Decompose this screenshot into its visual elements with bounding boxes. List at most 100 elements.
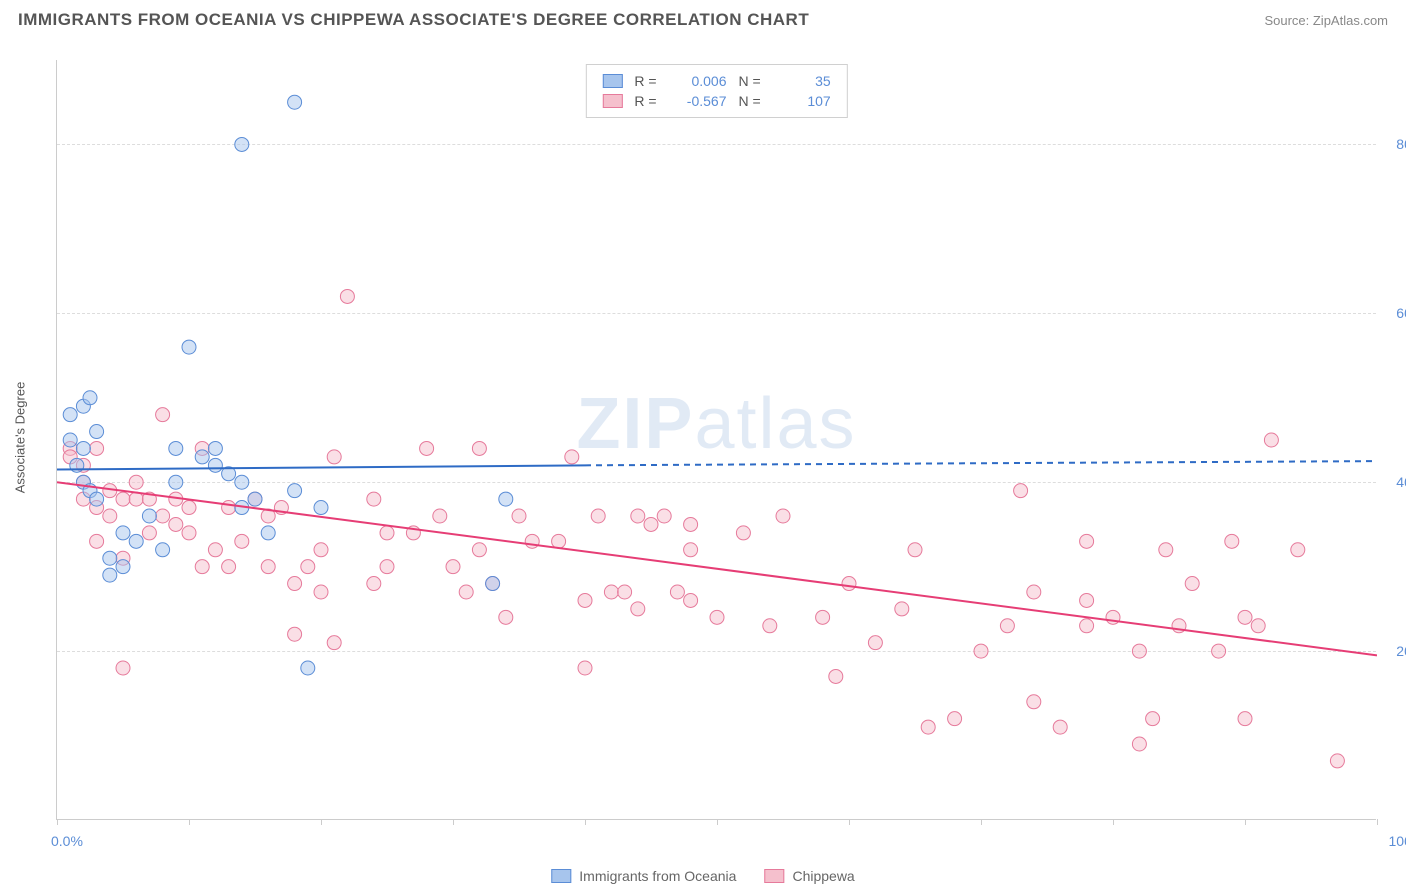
scatter-point	[1132, 737, 1146, 751]
chart-container: ZIPatlas 20.0%40.0%60.0%80.0% 0.0% 100.0…	[56, 60, 1376, 820]
scatter-svg	[57, 60, 1377, 820]
correlation-legend: R = 0.006 N = 35 R = -0.567 N = 107	[585, 64, 847, 118]
scatter-point	[367, 577, 381, 591]
r-label: R =	[634, 73, 656, 89]
scatter-point	[1080, 593, 1094, 607]
scatter-point	[578, 593, 592, 607]
scatter-point	[195, 560, 209, 574]
scatter-point	[156, 408, 170, 422]
scatter-point	[908, 543, 922, 557]
n-label: N =	[739, 93, 761, 109]
scatter-point	[842, 577, 856, 591]
scatter-point	[525, 534, 539, 548]
scatter-point	[63, 408, 77, 422]
plot-area: ZIPatlas 20.0%40.0%60.0%80.0% 0.0% 100.0…	[56, 60, 1376, 820]
scatter-point	[433, 509, 447, 523]
scatter-point	[1053, 720, 1067, 734]
scatter-point	[868, 636, 882, 650]
swatch-oceania	[551, 869, 571, 883]
ytick-label: 40.0%	[1396, 474, 1406, 490]
x-max-label: 100.0%	[1389, 833, 1406, 849]
scatter-point	[288, 577, 302, 591]
scatter-point	[314, 501, 328, 515]
scatter-point	[116, 526, 130, 540]
scatter-point	[301, 661, 315, 675]
scatter-point	[486, 577, 500, 591]
scatter-point	[142, 509, 156, 523]
scatter-point	[763, 619, 777, 633]
scatter-point	[261, 526, 275, 540]
scatter-point	[459, 585, 473, 599]
scatter-point	[90, 441, 104, 455]
scatter-point	[684, 593, 698, 607]
scatter-point	[63, 433, 77, 447]
scatter-point	[208, 441, 222, 455]
scatter-point	[367, 492, 381, 506]
scatter-point	[380, 560, 394, 574]
scatter-point	[1014, 484, 1028, 498]
chart-title: IMMIGRANTS FROM OCEANIA VS CHIPPEWA ASSO…	[18, 10, 809, 30]
n-value-chippewa: 107	[773, 93, 831, 109]
trend-line-oceania-dash	[585, 461, 1377, 465]
scatter-point	[327, 450, 341, 464]
scatter-point	[1251, 619, 1265, 633]
scatter-point	[895, 602, 909, 616]
scatter-point	[222, 560, 236, 574]
scatter-point	[156, 509, 170, 523]
y-axis-label: Associate's Degree	[13, 382, 28, 494]
trend-line-chippewa	[57, 482, 1377, 655]
scatter-point	[684, 543, 698, 557]
scatter-point	[235, 534, 249, 548]
scatter-point	[921, 720, 935, 734]
scatter-point	[472, 441, 486, 455]
scatter-point	[169, 517, 183, 531]
scatter-point	[1225, 534, 1239, 548]
xtick	[1377, 819, 1378, 825]
scatter-point	[288, 484, 302, 498]
scatter-point	[83, 391, 97, 405]
scatter-point	[816, 610, 830, 624]
scatter-point	[169, 475, 183, 489]
scatter-point	[103, 568, 117, 582]
swatch-chippewa	[602, 94, 622, 108]
scatter-point	[182, 340, 196, 354]
scatter-point	[76, 441, 90, 455]
scatter-point	[829, 669, 843, 683]
scatter-point	[90, 534, 104, 548]
scatter-point	[222, 501, 236, 515]
scatter-point	[103, 509, 117, 523]
ytick-label: 20.0%	[1396, 643, 1406, 659]
scatter-point	[499, 492, 513, 506]
scatter-point	[129, 534, 143, 548]
trend-line-oceania	[57, 465, 585, 469]
scatter-point	[736, 526, 750, 540]
scatter-point	[684, 517, 698, 531]
scatter-point	[1291, 543, 1305, 557]
scatter-point	[1238, 610, 1252, 624]
r-label: R =	[634, 93, 656, 109]
legend-row-oceania: R = 0.006 N = 35	[602, 71, 830, 91]
scatter-point	[103, 551, 117, 565]
scatter-point	[670, 585, 684, 599]
scatter-point	[248, 492, 262, 506]
scatter-point	[261, 560, 275, 574]
scatter-point	[1000, 619, 1014, 633]
scatter-point	[948, 712, 962, 726]
scatter-point	[1238, 712, 1252, 726]
scatter-point	[1264, 433, 1278, 447]
scatter-point	[116, 560, 130, 574]
series-legend: Immigrants from Oceania Chippewa	[551, 868, 854, 884]
scatter-point	[90, 425, 104, 439]
scatter-point	[1146, 712, 1160, 726]
r-value-oceania: 0.006	[669, 73, 727, 89]
scatter-point	[182, 526, 196, 540]
scatter-point	[1080, 534, 1094, 548]
swatch-oceania	[602, 74, 622, 88]
legend-item-chippewa: Chippewa	[764, 868, 854, 884]
scatter-point	[1132, 644, 1146, 658]
scatter-point	[591, 509, 605, 523]
scatter-point	[499, 610, 513, 624]
source-attribution: Source: ZipAtlas.com	[1264, 13, 1388, 28]
scatter-point	[512, 509, 526, 523]
scatter-point	[288, 627, 302, 641]
